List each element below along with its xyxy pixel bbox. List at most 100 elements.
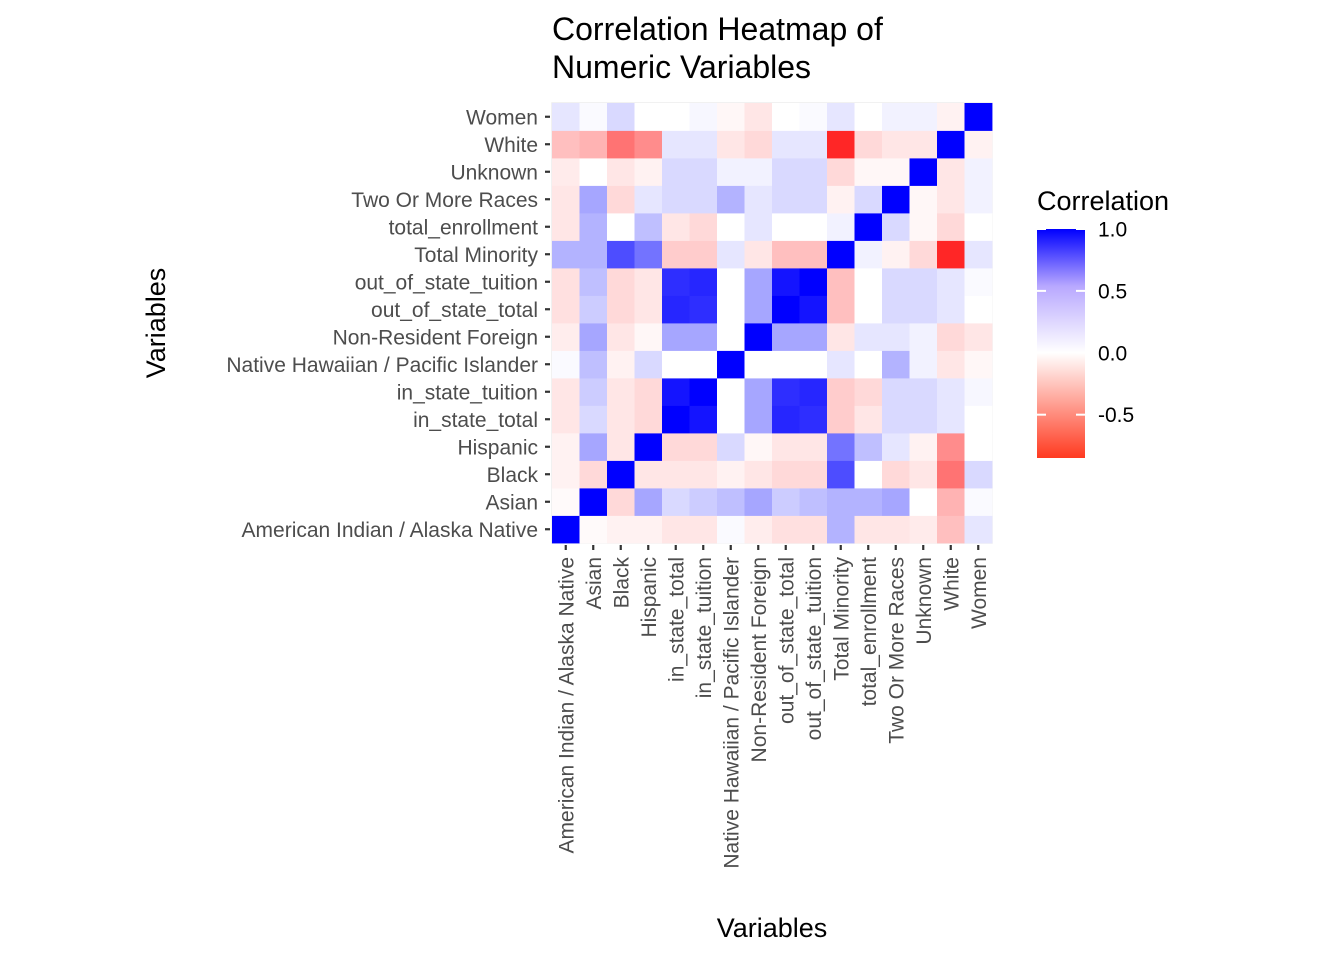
- heatmap-cell: [937, 378, 965, 406]
- heatmap-cell: [964, 240, 993, 269]
- heatmap-cell: [662, 185, 690, 214]
- heatmap-cell: [717, 460, 745, 489]
- heatmap-cell: [909, 295, 938, 324]
- heatmap-cell: [552, 295, 580, 324]
- heatmap-cell: [772, 103, 800, 131]
- heatmap-cell: [579, 323, 608, 351]
- heatmap-cell: [772, 240, 800, 269]
- heatmap-cell: [964, 268, 993, 296]
- heatmap-cell: [744, 158, 773, 186]
- y-tick-label: Non-Resident Foreign: [333, 326, 538, 349]
- heatmap-cell: [882, 405, 910, 434]
- heatmap-cell: [634, 405, 663, 434]
- heatmap-cell: [799, 460, 828, 489]
- legend-ticks: 1.0 0.5 0.0 -0.5: [1037, 219, 1134, 427]
- y-tick-label: White: [484, 134, 538, 157]
- heatmap-cell: [607, 185, 635, 214]
- heatmap-cell: [662, 240, 690, 269]
- heatmap-cell: [744, 350, 773, 379]
- heatmap-cell: [717, 323, 745, 351]
- heatmap-cell: [689, 130, 718, 159]
- heatmap-cell: [772, 378, 800, 406]
- heatmap-cell: [689, 405, 718, 434]
- heatmap-cell: [964, 515, 993, 544]
- heatmap-cell: [882, 213, 910, 241]
- heatmap-cell: [937, 460, 965, 489]
- heatmap-cell: [689, 295, 718, 324]
- heatmap-cell: [882, 460, 910, 489]
- heatmap-cell: [937, 405, 965, 434]
- heatmap-cell: [579, 130, 608, 159]
- heatmap-cell: [662, 433, 690, 461]
- x-tick-label: White: [940, 557, 963, 611]
- heatmap-cell: [799, 515, 828, 544]
- heatmap-cell: [662, 295, 690, 324]
- heatmap-cell: [882, 323, 910, 351]
- heatmap-cell: [607, 323, 635, 351]
- heatmap-cell: [552, 350, 580, 379]
- heatmap-cell: [964, 460, 993, 489]
- heatmap-cell: [607, 103, 635, 131]
- heatmap-cell: [772, 433, 800, 461]
- heatmap-cell: [662, 103, 690, 131]
- heatmap-cell: [772, 295, 800, 324]
- heatmap-cell: [607, 130, 635, 159]
- heatmap-cell: [937, 103, 965, 131]
- heatmap-cell: [827, 405, 855, 434]
- heatmap-cell: [552, 323, 580, 351]
- heatmap-cell: [717, 295, 745, 324]
- y-axis-title: Variables: [141, 268, 171, 379]
- heatmap-cell: [634, 323, 663, 351]
- heatmap-cell: [827, 323, 855, 351]
- heatmap-cell: [607, 295, 635, 324]
- heatmap-cell: [854, 185, 883, 214]
- heatmap-cell: [882, 268, 910, 296]
- heatmap-cell: [579, 405, 608, 434]
- heatmap-cell: [607, 378, 635, 406]
- x-tick-label: Two Or More Races: [885, 557, 908, 744]
- heatmap-cell: [799, 213, 828, 241]
- heatmap-cell: [854, 268, 883, 296]
- legend-break-label: 1.0: [1098, 219, 1127, 242]
- heatmap-cell: [607, 433, 635, 461]
- heatmap-cell: [717, 185, 745, 214]
- x-tick-label: Black: [610, 557, 633, 609]
- x-tick-label: out_of_state_tuition: [803, 557, 826, 740]
- heatmap-cell: [552, 268, 580, 296]
- heatmap-cell: [662, 158, 690, 186]
- heatmap-cell: [909, 405, 938, 434]
- heatmap-cell: [909, 378, 938, 406]
- heatmap-cell: [937, 130, 965, 159]
- legend-break-label: 0.5: [1098, 280, 1127, 303]
- heatmap-cell: [552, 185, 580, 214]
- legend-break-label: 0.0: [1098, 342, 1127, 365]
- heatmap-cell: [717, 240, 745, 269]
- heatmap-cell: [662, 268, 690, 296]
- heatmap-cell: [937, 488, 965, 516]
- heatmap-cell: [964, 378, 993, 406]
- heatmap-cell: [607, 240, 635, 269]
- heatmap-cell: [854, 103, 883, 131]
- x-tick-label: out_of_state_total: [775, 557, 798, 724]
- heatmap-cell: [607, 158, 635, 186]
- heatmap-cell: [937, 213, 965, 241]
- heatmap-cell: [882, 433, 910, 461]
- heatmap-cell: [689, 433, 718, 461]
- y-tick-label: total_enrollment: [389, 216, 539, 239]
- heatmap-cell: [634, 515, 663, 544]
- heatmap-cell: [854, 130, 883, 159]
- heatmap-cell: [772, 213, 800, 241]
- heatmap-cell: [772, 488, 800, 516]
- heatmap-cell: [717, 378, 745, 406]
- heatmap-cell: [579, 268, 608, 296]
- heatmap-cell: [854, 405, 883, 434]
- heatmap-cell: [717, 103, 745, 131]
- heatmap-cell: [689, 323, 718, 351]
- heatmap-cell: [854, 350, 883, 379]
- heatmap-cell: [689, 350, 718, 379]
- heatmap-cell: [689, 213, 718, 241]
- heatmap-cell: [854, 460, 883, 489]
- heatmap-cell: [662, 213, 690, 241]
- y-tick-label: Unknown: [450, 161, 538, 184]
- heatmap-cell: [634, 103, 663, 131]
